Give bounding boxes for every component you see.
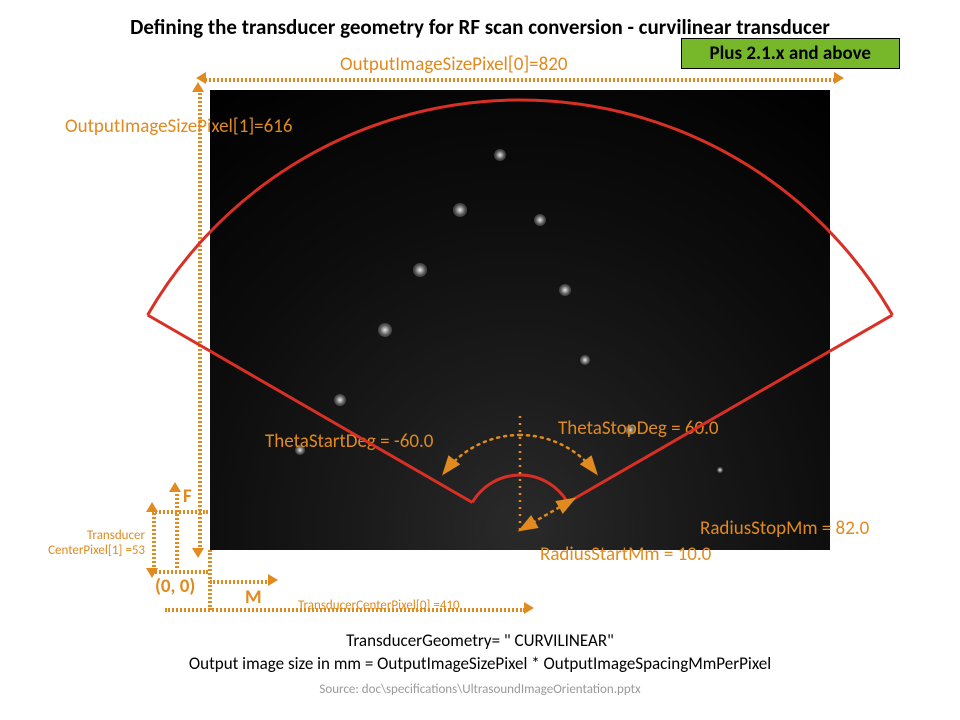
label-axis-f: F: [183, 485, 192, 508]
ultrasound-scan-image: [210, 90, 830, 550]
speckle-dot: [580, 355, 590, 365]
label-radius-stop: RadiusStopMm = 82.0: [700, 517, 869, 540]
axis-m-arrow: [268, 574, 278, 586]
label-theta-stop: ThetaStopDeg = 60.0: [558, 417, 719, 440]
speckle-dot: [494, 149, 506, 161]
axis-f-line: [175, 490, 179, 568]
ruler-height-arrow-down: [192, 548, 204, 558]
speckle-dot: [334, 394, 346, 406]
ruler-height-arrow-up: [192, 82, 204, 92]
dotted-ext-horiz-bot: [152, 570, 208, 574]
label-output-width: OutputImageSizePixel[0]=820: [340, 53, 568, 76]
label-radius-start: RadiusStartMm = 10.0: [540, 543, 711, 566]
label-origin: (0, 0): [155, 575, 195, 598]
label-axis-m: M: [245, 586, 262, 609]
speckle-dot: [453, 203, 467, 217]
ruler-tc-x-arrow: [524, 602, 534, 614]
label-tc-x: TransducerCenterPixel[0] =410: [298, 598, 460, 613]
page-title: Defining the transducer geometry for RF …: [0, 14, 960, 40]
footer-geometry: TransducerGeometry= " CURVILINEAR": [0, 630, 960, 651]
ruler-tc-y: [152, 510, 156, 570]
label-tc-y-line1: Transducer: [35, 528, 145, 543]
axis-f-arrow: [169, 482, 181, 492]
footer-source: Source: doc\specifications\UltrasoundIma…: [0, 682, 960, 697]
label-theta-start: ThetaStartDeg = -60.0: [265, 430, 433, 453]
dotted-ext-horiz-top: [152, 510, 208, 514]
speckle-dot: [413, 263, 427, 277]
label-tc-y-line2: CenterPixel[1] =53: [35, 543, 145, 558]
ruler-height: [198, 90, 202, 550]
label-output-height: OutputImageSizePixel[1]=616: [65, 115, 293, 138]
footer-formula: Output image size in mm = OutputImageSiz…: [0, 653, 960, 674]
speckle-dot: [534, 214, 546, 226]
speckle-dot: [559, 284, 571, 296]
speckle-dot: [717, 467, 723, 473]
ruler-width: [205, 78, 835, 82]
axis-m-line: [210, 580, 270, 584]
version-badge: Plus 2.1.x and above: [681, 38, 900, 69]
ruler-width-arrow-right: [834, 72, 844, 84]
speckle-dot: [378, 323, 392, 337]
